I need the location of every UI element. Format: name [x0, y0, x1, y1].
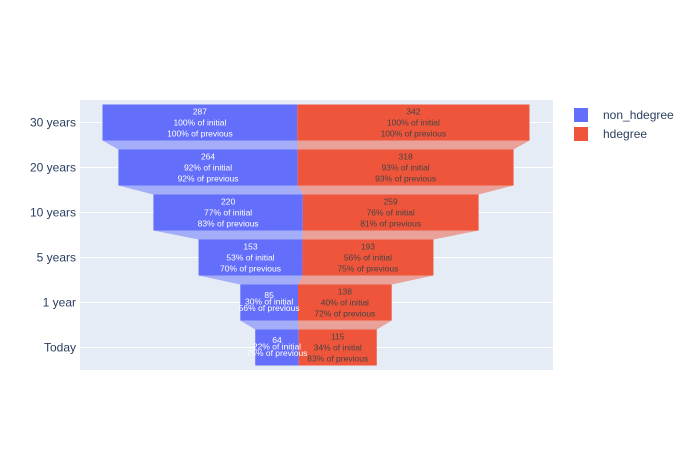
- y-tick-label: 1 year: [43, 296, 76, 310]
- legend-label-hdegree[interactable]: hdegree: [603, 127, 647, 141]
- data-label-hdegree: 100% of previous: [381, 129, 447, 139]
- bar-hdegree[interactable]: [302, 194, 479, 231]
- data-label-hdegree: 100% of initial: [387, 118, 440, 128]
- bar-non_hdegree[interactable]: [153, 194, 303, 231]
- data-label-non_hdegree: 100% of initial: [173, 117, 226, 127]
- connector-hdegree: [297, 140, 530, 150]
- data-label-non_hdegree: 53% of initial: [226, 252, 274, 262]
- y-tick-label: 20 years: [30, 161, 76, 175]
- data-label-non_hdegree: 83% of previous: [198, 218, 259, 228]
- data-label-hdegree: 259: [384, 197, 398, 207]
- data-label-non_hdegree: 92% of initial: [184, 162, 232, 172]
- data-label-hdegree: 40% of initial: [321, 298, 369, 308]
- connector-non_hdegree: [153, 230, 303, 240]
- data-label-non_hdegree: 153: [243, 241, 257, 251]
- data-label-non_hdegree: 220: [221, 196, 235, 206]
- bar-non_hdegree[interactable]: [118, 149, 298, 186]
- bar-hdegree[interactable]: [297, 104, 530, 141]
- legend-label-non_hdegree[interactable]: non_hdegree: [603, 108, 674, 122]
- data-label-non_hdegree: 100% of previous: [167, 128, 233, 138]
- bar-non_hdegree[interactable]: [102, 104, 298, 141]
- connector-hdegree: [298, 320, 392, 330]
- data-label-hdegree: 138: [338, 287, 352, 297]
- bar-hdegree[interactable]: [298, 329, 377, 366]
- data-label-non_hdegree: 75% of previous: [246, 348, 307, 358]
- bar-hdegree[interactable]: [302, 239, 434, 276]
- data-label-non_hdegree: 92% of previous: [178, 173, 239, 183]
- data-label-non_hdegree: 70% of previous: [220, 263, 281, 273]
- connector-non_hdegree: [102, 140, 298, 150]
- data-label-hdegree: 193: [361, 242, 375, 252]
- legend-swatch-hdegree[interactable]: [574, 127, 588, 141]
- connector-hdegree: [302, 230, 479, 240]
- data-label-hdegree: 56% of initial: [344, 253, 392, 263]
- bar-hdegree[interactable]: [298, 284, 392, 321]
- connector-hdegree: [297, 185, 514, 195]
- data-label-non_hdegree: 56% of previous: [239, 303, 300, 313]
- data-label-hdegree: 34% of initial: [314, 343, 362, 353]
- data-label-hdegree: 81% of previous: [360, 219, 421, 229]
- data-label-non_hdegree: 264: [201, 151, 215, 161]
- connector-non_hdegree: [118, 185, 303, 195]
- bar-non_hdegree[interactable]: [198, 239, 303, 276]
- connector-non_hdegree: [198, 275, 303, 285]
- bar-hdegree[interactable]: [297, 149, 514, 186]
- y-tick-label: 30 years: [30, 116, 76, 130]
- connector-non_hdegree: [240, 320, 299, 330]
- data-label-hdegree: 115: [331, 332, 345, 342]
- funnel-bars: [102, 104, 530, 366]
- data-label-hdegree: 83% of previous: [307, 354, 368, 364]
- data-label-non_hdegree: 77% of initial: [204, 207, 252, 217]
- y-tick-label: 10 years: [30, 206, 76, 220]
- data-label-hdegree: 318: [399, 152, 413, 162]
- y-tick-label: Today: [44, 341, 76, 355]
- bar-non_hdegree[interactable]: [255, 329, 299, 366]
- y-axis-ticks: 30 years 20 years 10 years 5 years 1 year Tod…: [30, 116, 76, 355]
- data-label-hdegree: 76% of initial: [367, 208, 415, 218]
- data-label-non_hdegree: 287: [193, 106, 207, 116]
- data-label-hdegree: 93% of previous: [375, 174, 436, 184]
- data-label-hdegree: 75% of previous: [337, 264, 398, 274]
- data-label-non_hdegree: 22% of initial: [253, 341, 301, 351]
- data-label-non_hdegree: 64: [272, 335, 282, 345]
- data-label-non_hdegree: 30% of initial: [245, 296, 293, 306]
- legend-swatch-non_hdegree[interactable]: [574, 108, 588, 122]
- funnel-connectors: [102, 140, 530, 330]
- data-label-non_hdegree: 85: [264, 290, 274, 300]
- connector-hdegree: [298, 275, 434, 285]
- bar-non_hdegree[interactable]: [240, 284, 299, 321]
- data-label-hdegree: 342: [406, 107, 420, 117]
- y-tick-label: 5 years: [37, 251, 76, 265]
- data-label-hdegree: 72% of previous: [314, 309, 375, 319]
- data-label-hdegree: 93% of initial: [382, 163, 430, 173]
